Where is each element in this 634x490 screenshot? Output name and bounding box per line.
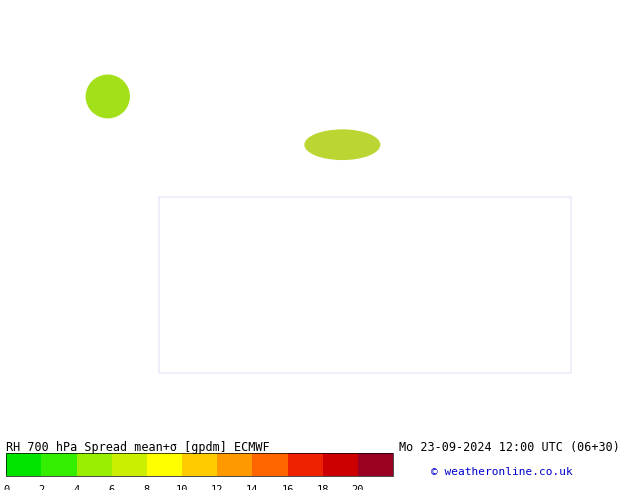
Text: 0: 0 [3,485,10,490]
FancyBboxPatch shape [6,453,41,476]
FancyBboxPatch shape [358,453,393,476]
FancyBboxPatch shape [182,453,217,476]
FancyBboxPatch shape [323,453,358,476]
FancyBboxPatch shape [252,453,288,476]
Text: 10: 10 [176,485,188,490]
FancyBboxPatch shape [112,453,147,476]
Text: 6: 6 [108,485,115,490]
Text: 14: 14 [246,485,259,490]
Text: RH 700 hPa Spread mean+σ [gpdm] ECMWF: RH 700 hPa Spread mean+σ [gpdm] ECMWF [6,441,270,454]
Text: Mo 23-09-2024 12:00 UTC (06+30): Mo 23-09-2024 12:00 UTC (06+30) [399,441,620,454]
FancyBboxPatch shape [288,453,323,476]
FancyBboxPatch shape [77,453,112,476]
FancyBboxPatch shape [217,453,252,476]
Text: 12: 12 [211,485,224,490]
Ellipse shape [304,129,380,160]
Text: 18: 18 [316,485,329,490]
Bar [158,197,571,373]
FancyBboxPatch shape [147,453,182,476]
Text: 4: 4 [74,485,80,490]
Text: © weatheronline.co.uk: © weatheronline.co.uk [431,467,573,477]
Text: 8: 8 [144,485,150,490]
Text: 2: 2 [39,485,44,490]
FancyBboxPatch shape [41,453,77,476]
Text: 16: 16 [281,485,294,490]
Text: 20: 20 [352,485,364,490]
Ellipse shape [86,74,130,119]
